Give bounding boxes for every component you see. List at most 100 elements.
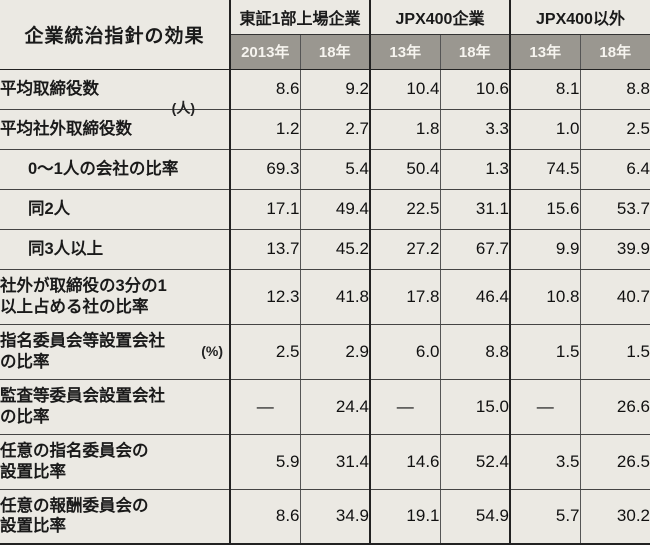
- row-label-line: 任意の指名委員会の: [0, 442, 149, 460]
- value-cell: 8.8: [580, 69, 650, 109]
- value-cell: 5.4: [300, 149, 370, 189]
- value-cell: 5.7: [510, 489, 580, 544]
- table-row: 指名委員会等設置会社の比率(%)2.52.96.08.81.51.5: [0, 324, 650, 379]
- value-cell: 1.5: [510, 324, 580, 379]
- table-row: 同3人以上13.745.227.267.79.939.9: [0, 229, 650, 269]
- value-cell: 10.4: [370, 69, 440, 109]
- row-label-line: 0〜1人の会社の比率: [28, 160, 178, 178]
- value-cell: 13.7: [230, 229, 300, 269]
- yr-1-b: 18年: [440, 35, 510, 70]
- row-label: 0〜1人の会社の比率: [0, 149, 230, 189]
- row-label-line: 設置比率: [0, 463, 66, 481]
- value-cell: 54.9: [440, 489, 510, 544]
- row-label: 監査等委員会設置会社の比率: [0, 379, 230, 434]
- row-label-line: 以上占める社の比率: [0, 298, 149, 316]
- row-label-line: 設置比率: [0, 517, 66, 535]
- value-cell: 5.9: [230, 434, 300, 489]
- value-cell: 14.6: [370, 434, 440, 489]
- value-cell: 67.7: [440, 229, 510, 269]
- table-head: 企業統治指針の効果 東証1部上場企業 JPX400企業 JPX400以外 201…: [0, 0, 650, 69]
- row-label: 同2人: [0, 189, 230, 229]
- table-row: 任意の報酬委員会の設置比率8.634.919.154.95.730.2: [0, 489, 650, 544]
- table-row: 平均社外取締役数 1.22.71.83.31.02.5: [0, 109, 650, 149]
- value-cell: 2.9: [300, 324, 370, 379]
- value-cell: 9.2: [300, 69, 370, 109]
- yr-2-b: 18年: [580, 35, 650, 70]
- value-cell: 31.1: [440, 189, 510, 229]
- value-cell: 49.4: [300, 189, 370, 229]
- value-cell: 19.1: [370, 489, 440, 544]
- value-cell: 10.8: [510, 269, 580, 324]
- value-cell: 8.8: [440, 324, 510, 379]
- row-label-line: 同3人以上: [28, 240, 103, 258]
- value-cell: 39.9: [580, 229, 650, 269]
- group-head-0: 東証1部上場企業: [230, 0, 370, 35]
- row-label-line: 同2人: [28, 200, 70, 218]
- value-cell: 10.6: [440, 69, 510, 109]
- table-title: 企業統治指針の効果: [0, 0, 230, 69]
- table-row: 社外が取締役の3分の1以上占める社の比率12.341.817.846.410.8…: [0, 269, 650, 324]
- value-cell: 2.5: [230, 324, 300, 379]
- value-cell: 26.6: [580, 379, 650, 434]
- value-cell: 74.5: [510, 149, 580, 189]
- value-cell: 40.7: [580, 269, 650, 324]
- value-cell: 6.4: [580, 149, 650, 189]
- table-row: 0〜1人の会社の比率 69.35.450.41.374.56.4: [0, 149, 650, 189]
- value-cell: 1.3: [440, 149, 510, 189]
- value-cell: 50.4: [370, 149, 440, 189]
- value-cell: 27.2: [370, 229, 440, 269]
- value-cell: 41.8: [300, 269, 370, 324]
- table-row: 任意の指名委員会の設置比率5.931.414.652.43.526.5: [0, 434, 650, 489]
- value-cell: 12.3: [230, 269, 300, 324]
- row-label-line: の比率: [0, 353, 50, 371]
- value-cell: 8.6: [230, 69, 300, 109]
- governance-table: 企業統治指針の効果 東証1部上場企業 JPX400企業 JPX400以外 201…: [0, 0, 650, 545]
- value-cell: 30.2: [580, 489, 650, 544]
- yr-1-a: 13年: [370, 35, 440, 70]
- value-cell: 34.9: [300, 489, 370, 544]
- row-label: 同3人以上: [0, 229, 230, 269]
- row-label: 社外が取締役の3分の1以上占める社の比率: [0, 269, 230, 324]
- value-cell: 8.6: [230, 489, 300, 544]
- row-label: 任意の報酬委員会の設置比率: [0, 489, 230, 544]
- value-cell: 2.5: [580, 109, 650, 149]
- value-cell: 1.5: [580, 324, 650, 379]
- group-head-2: JPX400以外: [510, 0, 650, 35]
- value-cell: 1.0: [510, 109, 580, 149]
- row-label-line: 任意の報酬委員会の: [0, 497, 149, 515]
- value-cell: —: [230, 379, 300, 434]
- row-label-line: 平均社外取締役数: [0, 120, 132, 138]
- yr-0-a: 2013年: [230, 35, 300, 70]
- row-label-line: 平均取締役数: [0, 80, 99, 98]
- row-label: 任意の指名委員会の設置比率: [0, 434, 230, 489]
- value-cell: 3.5: [510, 434, 580, 489]
- row-label-line: 監査等委員会設置会社: [0, 387, 165, 405]
- value-cell: —: [510, 379, 580, 434]
- yr-0-b: 18年: [300, 35, 370, 70]
- value-cell: 15.6: [510, 189, 580, 229]
- value-cell: 17.1: [230, 189, 300, 229]
- value-cell: 31.4: [300, 434, 370, 489]
- yr-2-a: 13年: [510, 35, 580, 70]
- value-cell: 45.2: [300, 229, 370, 269]
- value-cell: 2.7: [300, 109, 370, 149]
- value-cell: 17.8: [370, 269, 440, 324]
- value-cell: 53.7: [580, 189, 650, 229]
- value-cell: 26.5: [580, 434, 650, 489]
- unit-percent: (%): [201, 343, 223, 361]
- row-label: 指名委員会等設置会社の比率 (%): [0, 324, 230, 379]
- value-cell: 1.8: [370, 109, 440, 149]
- table-body: 平均取締役数(人)8.69.210.410.68.18.8 平均社外取締役数 1.2…: [0, 69, 650, 544]
- value-cell: 46.4: [440, 269, 510, 324]
- table-row: 同2人 17.149.422.531.115.653.7: [0, 189, 650, 229]
- value-cell: 3.3: [440, 109, 510, 149]
- value-cell: 15.0: [440, 379, 510, 434]
- row-label-line: の比率: [0, 408, 50, 426]
- table-row: 平均取締役数(人)8.69.210.410.68.18.8: [0, 69, 650, 109]
- value-cell: 69.3: [230, 149, 300, 189]
- row-label: 平均社外取締役数: [0, 109, 230, 149]
- value-cell: 1.2: [230, 109, 300, 149]
- value-cell: —: [370, 379, 440, 434]
- value-cell: 22.5: [370, 189, 440, 229]
- row-label-line: 指名委員会等設置会社: [0, 332, 165, 350]
